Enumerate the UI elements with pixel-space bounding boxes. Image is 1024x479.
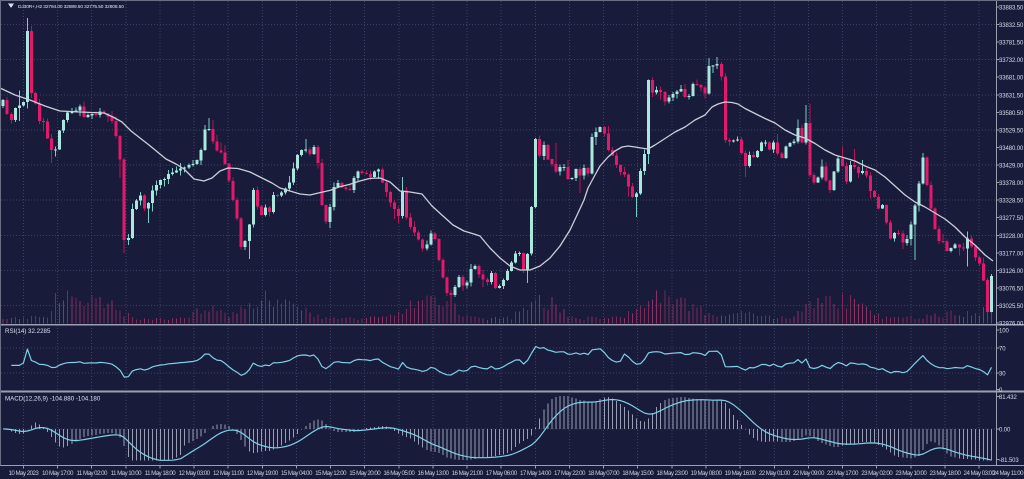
svg-text:15 May 04:00: 15 May 04:00 [281, 470, 313, 477]
svg-text:33631.50: 33631.50 [999, 93, 1024, 99]
svg-text:15 May 12:00: 15 May 12:00 [315, 470, 347, 477]
svg-text:17 May 06:00: 17 May 06:00 [486, 470, 518, 477]
svg-text:11 May 02:00: 11 May 02:00 [76, 470, 108, 477]
svg-text:18 May 15:00: 18 May 15:00 [622, 470, 654, 477]
svg-text:16 May 21:00: 16 May 21:00 [452, 470, 484, 477]
svg-text:33277.50: 33277.50 [999, 216, 1024, 222]
svg-text:33228.00: 33228.00 [999, 234, 1024, 240]
svg-text:19 May 16:00: 19 May 16:00 [725, 470, 757, 477]
svg-text:33480.00: 33480.00 [999, 146, 1024, 152]
svg-text:33832.50: 33832.50 [999, 23, 1024, 29]
svg-text:11 May 10:00: 11 May 10:00 [111, 470, 143, 477]
svg-text:33429.00: 33429.00 [999, 164, 1024, 170]
svg-text:23 May 18:00: 23 May 18:00 [929, 470, 961, 477]
svg-text:RSI(14) 32.2285: RSI(14) 32.2285 [5, 328, 51, 335]
svg-text:33883.50: 33883.50 [999, 6, 1024, 12]
svg-text:0.00: 0.00 [999, 427, 1011, 433]
svg-text:24 May 03:00: 24 May 03:00 [964, 470, 996, 477]
svg-text:18 May 23:00: 18 May 23:00 [656, 470, 688, 477]
svg-text:12 May 19:00: 12 May 19:00 [247, 470, 279, 477]
svg-text:81.432: 81.432 [999, 395, 1018, 401]
svg-text:17 May 14:00: 17 May 14:00 [520, 470, 552, 477]
svg-text:10 May 17:00: 10 May 17:00 [42, 470, 74, 477]
svg-text:33126.00: 33126.00 [999, 269, 1024, 275]
svg-text:DJ30R+,H2 32794.00 32889.50 3: DJ30R+,H2 32794.00 32889.50 32775.50 328… [18, 4, 124, 10]
svg-text:23 May 02:00: 23 May 02:00 [861, 470, 893, 477]
svg-text:11 May 18:00: 11 May 18:00 [145, 470, 177, 477]
svg-text:32976.00: 32976.00 [999, 322, 1024, 328]
svg-text:33732.00: 33732.00 [999, 58, 1024, 64]
svg-text:12 May 11:00: 12 May 11:00 [213, 470, 245, 477]
svg-text:22 May 17:00: 22 May 17:00 [827, 470, 859, 477]
svg-text:33529.50: 33529.50 [999, 128, 1024, 134]
svg-text:33177.00: 33177.00 [999, 251, 1024, 257]
svg-text:33378.00: 33378.00 [999, 181, 1024, 187]
svg-text:33076.50: 33076.50 [999, 287, 1024, 293]
svg-text:30: 30 [999, 372, 1006, 378]
svg-text:10 May 2023: 10 May 2023 [9, 470, 40, 477]
svg-text:33781.50: 33781.50 [999, 41, 1024, 47]
svg-text:-81.503: -81.503 [999, 458, 1019, 464]
svg-text:33681.00: 33681.00 [999, 76, 1024, 82]
svg-text:33580.50: 33580.50 [999, 111, 1024, 117]
svg-text:22 May 01:00: 22 May 01:00 [759, 470, 791, 477]
svg-text:100: 100 [999, 329, 1009, 335]
svg-text:23 May 10:00: 23 May 10:00 [895, 470, 927, 477]
svg-text:24 May 11:00: 24 May 11:00 [993, 470, 1024, 477]
svg-text:33025.50: 33025.50 [999, 304, 1024, 310]
svg-text:16 May 05:00: 16 May 05:00 [383, 470, 415, 477]
svg-text:22 May 09:00: 22 May 09:00 [793, 470, 825, 477]
svg-text:16 May 13:00: 16 May 13:00 [418, 470, 450, 477]
svg-text:18 May 07:00: 18 May 07:00 [588, 470, 620, 477]
svg-text:17 May 22:00: 17 May 22:00 [554, 470, 586, 477]
svg-text:19 May 08:00: 19 May 08:00 [691, 470, 723, 477]
svg-text:12 May 03:00: 12 May 03:00 [179, 470, 211, 477]
svg-text:MACD(12,26,9) -104.880 -104.18: MACD(12,26,9) -104.880 -104.180 [5, 396, 101, 403]
svg-text:70: 70 [999, 346, 1006, 352]
svg-text:33328.50: 33328.50 [999, 199, 1024, 205]
svg-text:15 May 20:00: 15 May 20:00 [349, 470, 381, 477]
svg-text:0: 0 [999, 388, 1003, 394]
